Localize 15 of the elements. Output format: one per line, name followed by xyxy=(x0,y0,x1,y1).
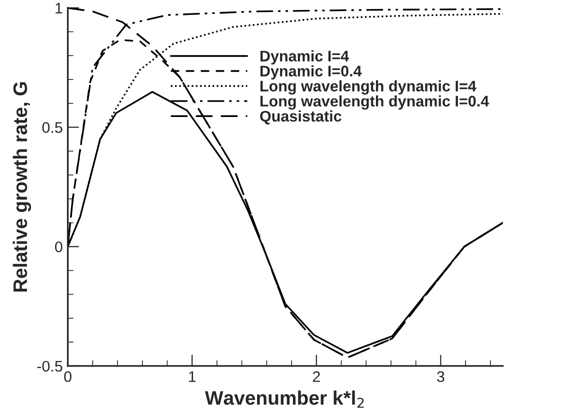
x-tick-label: 2 xyxy=(312,371,320,382)
legend-label: Dynamic I=4 xyxy=(260,50,349,65)
y-tick-label: 1 xyxy=(56,2,62,14)
x-tick-label: 1 xyxy=(189,371,196,382)
legend-label: Long wavelength dynamic I=4 xyxy=(260,80,476,95)
legend-label: Dynamic I=0.4 xyxy=(260,65,362,80)
x-tick-label: 3 xyxy=(437,371,444,382)
y-axis-title: Relative growth rate, G xyxy=(12,82,32,292)
legend-label: Quasistatic xyxy=(260,110,342,124)
y-tick-label: 0 xyxy=(55,241,62,252)
x-axis-title: Wavenumber k*l$_{2}$ xyxy=(204,390,364,408)
legend-label: Long wavelength dynamic I=0.4 xyxy=(260,95,490,110)
y-tick-label: -0.5 xyxy=(37,360,62,372)
x-tick-label: 0 xyxy=(64,371,72,382)
y-tick-label: 0.5 xyxy=(42,122,62,133)
